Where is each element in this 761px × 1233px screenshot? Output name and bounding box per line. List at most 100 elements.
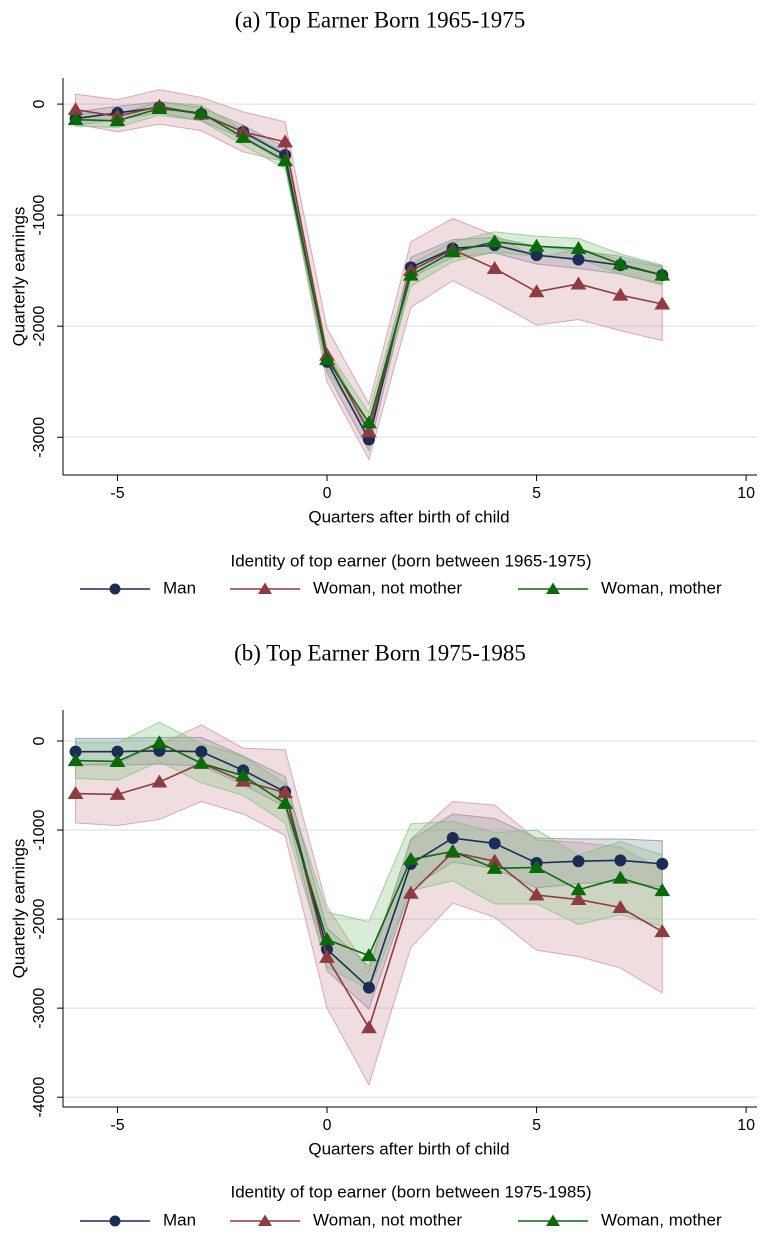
marker — [572, 253, 585, 266]
marker — [486, 260, 503, 274]
marker — [319, 949, 335, 963]
y-tick-label: -4000 — [31, 1077, 48, 1118]
marker — [361, 948, 377, 962]
legend-label: Man — [163, 1210, 196, 1229]
marker — [614, 854, 627, 867]
legend-item: Woman, mother — [518, 578, 722, 597]
x-tick-label: 0 — [323, 485, 332, 502]
legend-item: Woman, not mother — [230, 1210, 462, 1229]
x-tick-label: 0 — [323, 1117, 332, 1134]
marker — [67, 786, 84, 800]
y-tick-label: -1000 — [31, 809, 48, 850]
marker — [528, 859, 545, 873]
marker — [277, 134, 294, 148]
marker — [319, 932, 335, 946]
marker — [570, 892, 587, 906]
confidence-band — [75, 724, 663, 1087]
legend-title: Identity of top earner (born between 197… — [230, 1182, 591, 1201]
marker — [446, 832, 459, 845]
marker — [193, 755, 210, 769]
legend-label: Woman, not mother — [313, 1210, 462, 1229]
marker — [402, 885, 419, 899]
x-tick-label: -5 — [110, 485, 124, 502]
marker — [654, 267, 671, 281]
marker — [528, 238, 545, 252]
marker — [361, 1020, 377, 1034]
marker — [486, 860, 503, 874]
legend-item: Woman, mother — [518, 1210, 722, 1229]
marker — [277, 153, 294, 167]
marker — [193, 105, 210, 119]
marker — [109, 754, 126, 767]
y-tick-label: -3000 — [31, 988, 48, 1029]
marker — [151, 774, 168, 788]
marker — [444, 843, 461, 857]
marker — [570, 882, 587, 896]
legend-item: Man — [80, 1210, 196, 1229]
y-tick-label: -2000 — [31, 306, 48, 347]
chart-title: (b) Top Earner Born 1975-1985 — [234, 640, 526, 665]
legend-marker — [109, 1215, 121, 1227]
marker — [67, 753, 84, 767]
marker — [362, 981, 375, 994]
marker — [488, 837, 501, 850]
marker — [570, 240, 587, 254]
marker — [570, 276, 587, 290]
marker — [195, 745, 208, 758]
confidence-band — [75, 89, 663, 461]
marker — [109, 786, 126, 800]
marker — [151, 735, 168, 749]
legend-marker — [546, 1214, 560, 1226]
marker — [361, 415, 377, 429]
marker — [109, 113, 126, 127]
legend-item: Man — [80, 578, 196, 597]
marker — [235, 129, 252, 143]
marker — [402, 267, 419, 281]
marker — [654, 296, 671, 310]
legend-marker — [258, 582, 272, 594]
marker — [444, 244, 461, 258]
marker — [151, 101, 168, 115]
marker — [612, 870, 629, 884]
marker — [235, 768, 252, 782]
marker — [319, 352, 335, 366]
marker — [654, 883, 671, 897]
marker — [67, 112, 84, 126]
x-tick-label: -5 — [110, 1117, 124, 1134]
y-tick-label: -2000 — [31, 899, 48, 940]
chart-title: (a) Top Earner Born 1965-1975 — [235, 7, 526, 32]
marker — [612, 900, 629, 914]
legend-label: Man — [163, 578, 196, 597]
y-tick-label: -3000 — [31, 417, 48, 458]
marker — [572, 855, 585, 868]
marker — [277, 795, 294, 809]
x-tick-label: 10 — [737, 485, 755, 502]
marker — [654, 924, 671, 938]
marker — [612, 256, 629, 270]
legend-label: Woman, mother — [601, 578, 722, 597]
x-axis-label: Quarters after birth of child — [308, 507, 509, 526]
legend-title: Identity of top earner (born between 196… — [230, 551, 591, 570]
legend-label: Woman, not mother — [313, 578, 462, 597]
marker — [361, 424, 377, 438]
y-axis-label: Quarterly earnings — [9, 207, 28, 347]
marker — [528, 284, 545, 298]
y-tick-label: -1000 — [31, 195, 48, 236]
x-axis-label: Quarters after birth of child — [308, 1139, 509, 1158]
x-tick-label: 5 — [532, 1117, 541, 1134]
legend-marker — [258, 1214, 272, 1226]
x-tick-label: 10 — [737, 1117, 755, 1134]
marker — [528, 887, 545, 901]
y-tick-label: 0 — [31, 736, 48, 745]
legend-label: Woman, mother — [601, 1210, 722, 1229]
legend-marker — [109, 583, 121, 595]
legend-marker — [546, 582, 560, 594]
marker — [402, 851, 419, 865]
y-axis-label: Quarterly earnings — [9, 839, 28, 979]
x-tick-label: 5 — [532, 485, 541, 502]
y-tick-label: 0 — [31, 100, 48, 109]
marker — [486, 234, 503, 248]
marker — [656, 857, 669, 870]
legend-item: Woman, not mother — [230, 578, 462, 597]
